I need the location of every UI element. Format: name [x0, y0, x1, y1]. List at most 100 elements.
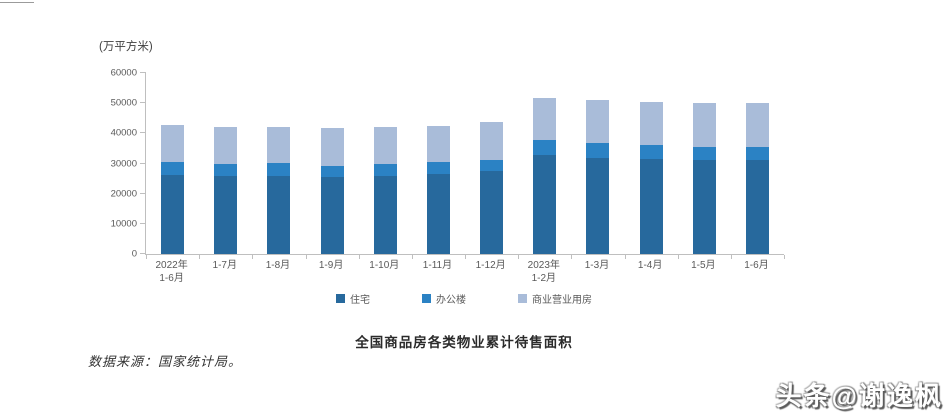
bar-segment-办公楼 — [161, 162, 185, 175]
bar-segment-办公楼 — [586, 143, 610, 159]
stacked-bar — [320, 127, 344, 254]
stacked-bar — [745, 103, 769, 254]
bar-segment-住宅 — [639, 158, 663, 254]
bar-segment-住宅 — [480, 171, 504, 254]
bar-slot — [252, 73, 305, 254]
bar-segment-办公楼 — [426, 162, 450, 175]
x-axis-tick — [146, 255, 147, 259]
legend-swatch-icon — [518, 294, 527, 303]
y-axis-tick — [140, 222, 146, 224]
x-axis-category-label: 1-7月 — [212, 260, 237, 271]
legend-swatch-icon — [422, 294, 431, 303]
bar-segment-办公楼 — [745, 146, 769, 161]
bar-segment-住宅 — [692, 160, 716, 254]
bar-slot — [518, 73, 571, 254]
x-axis-category-label: 1-8月 — [265, 260, 291, 271]
bar-segment-住宅 — [161, 174, 185, 254]
y-axis-tick — [140, 102, 146, 104]
data-source-note: 数据来源：国家统计局。 — [88, 354, 243, 369]
bar-segment-办公楼 — [267, 163, 291, 176]
y-axis-tick — [140, 253, 146, 254]
bar-segment-办公楼 — [373, 163, 397, 176]
stacked-bar — [161, 124, 185, 254]
page-edge-line — [0, 2, 34, 3]
x-axis-tick — [518, 255, 520, 259]
bar-slot — [306, 73, 359, 254]
legend: 住宅 办公楼 商业营业用房 — [145, 291, 783, 306]
stacked-bar — [586, 100, 610, 254]
watermark-text: 头条@谢逸枫 — [775, 381, 943, 411]
bar-segment-商业营业用房 — [267, 127, 291, 164]
bar-segment-住宅 — [320, 177, 344, 254]
bar-slot — [625, 73, 678, 254]
x-axis-category-label: 1-6月 — [744, 260, 769, 271]
legend-item-商业营业用房: 商业营业用房 — [518, 291, 592, 306]
bars-container — [146, 73, 784, 254]
bar-segment-商业营业用房 — [161, 124, 185, 163]
legend-label: 办公楼 — [436, 295, 466, 306]
bar-segment-住宅 — [586, 158, 610, 254]
bar-segment-商业营业用房 — [533, 97, 557, 141]
plot-area: 0 10000 20000 30000 40000 50000 60000 — [111, 68, 785, 260]
stacked-bar — [214, 127, 238, 254]
bar-slot — [146, 73, 199, 254]
bar-segment-商业营业用房 — [639, 101, 663, 145]
x-axis-tick — [411, 255, 413, 259]
bar-segment-办公楼 — [320, 165, 344, 178]
y-axis-tick — [140, 132, 146, 134]
bar-segment-商业营业用房 — [373, 127, 397, 164]
y-axis-tick-label: 30000 — [110, 158, 137, 169]
stacked-bar — [692, 102, 716, 254]
x-axis-tick — [571, 255, 573, 259]
x-axis-category-label: 2022年 1-6月 — [155, 260, 188, 284]
legend-item-办公楼: 办公楼 — [422, 291, 466, 306]
y-axis-tick-label: 50000 — [110, 97, 137, 109]
bar-slot — [571, 73, 624, 254]
x-axis-category-label: 1-10月 — [369, 260, 400, 271]
stacked-bar — [426, 125, 450, 254]
bar-segment-住宅 — [426, 174, 450, 254]
x-axis-tick — [677, 255, 679, 259]
x-axis-tick — [305, 255, 307, 259]
y-axis-tick — [140, 72, 146, 73]
bar-slot — [412, 73, 465, 254]
y-axis-tick — [140, 162, 146, 164]
y-axis-tick-label: 40000 — [110, 127, 137, 139]
bar-slot — [359, 73, 412, 254]
bar-slot — [199, 73, 252, 254]
stacked-bar — [373, 127, 397, 254]
bar-segment-住宅 — [373, 175, 397, 254]
bar-segment-商业营业用房 — [480, 121, 504, 161]
bar-segment-商业营业用房 — [586, 100, 610, 143]
x-axis-category-label: 1-5月 — [691, 260, 716, 271]
stacked-bar — [480, 121, 504, 254]
x-axis-tick — [358, 255, 360, 259]
stacked-bar — [267, 127, 291, 254]
bar-segment-商业营业用房 — [214, 127, 238, 164]
bar-segment-住宅 — [745, 160, 769, 254]
x-axis-category-label: 1-11月 — [422, 260, 453, 271]
stacked-bar — [533, 97, 557, 254]
x-axis-tick — [465, 255, 466, 259]
y-axis-tick — [140, 192, 146, 194]
legend-swatch-icon — [336, 294, 345, 303]
y-axis-tick-label: 0 — [131, 248, 137, 260]
bar-segment-商业营业用房 — [320, 127, 344, 166]
x-axis-category-label: 1-4月 — [637, 260, 663, 271]
chart-title: 全国商品房各类物业累计待售面积 — [355, 335, 573, 350]
x-axis-tick — [199, 255, 201, 259]
legend-label: 住宅 — [350, 295, 370, 306]
y-axis-tick-label: 20000 — [110, 188, 137, 200]
legend-label: 商业营业用房 — [532, 295, 592, 306]
bar-slot — [678, 73, 731, 254]
bar-segment-办公楼 — [214, 163, 238, 176]
bar-segment-住宅 — [214, 175, 238, 254]
stacked-bar — [639, 101, 663, 254]
x-axis-category-label: 2023年 1-2月 — [527, 260, 560, 284]
bar-slot — [465, 73, 518, 254]
y-axis-tick-label: 10000 — [110, 218, 137, 230]
y-axis-unit-label: (万平方米) — [99, 41, 153, 53]
bar-segment-商业营业用房 — [692, 102, 716, 147]
legend-item-住宅: 住宅 — [336, 291, 370, 306]
bar-segment-住宅 — [533, 155, 557, 254]
